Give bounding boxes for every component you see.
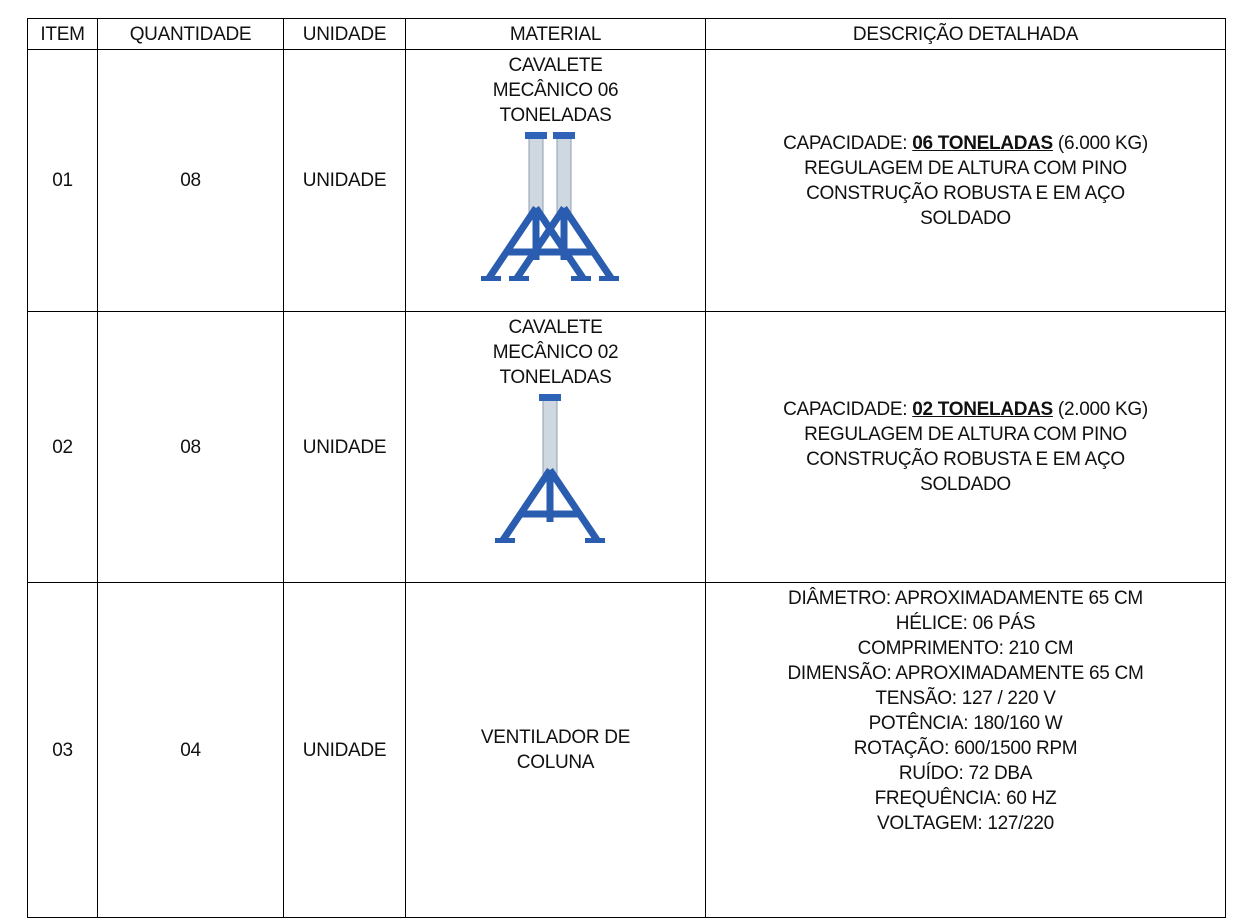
description: CAPACIDADE: 06 TONELADAS (6.000 KG) REGU… (705, 49, 1226, 312)
description: DIÂMETRO: APROXIMADAMENTE 65 CM HÉLICE: … (705, 582, 1226, 918)
material-line: CAVALETE (508, 317, 603, 338)
description-line: ROTAÇÃO: 600/1500 RPM (853, 738, 1078, 759)
capacity-label: CAPACIDADE: (783, 399, 908, 420)
description-line: CONSTRUÇÃO ROBUSTA E EM AÇO (806, 182, 1125, 204)
description-line: FREQUÊNCIA: 60 HZ (874, 788, 1057, 809)
header-row: ITEM QUANTIDADE UNIDADE MATERIAL DESCRIÇ… (27, 18, 1226, 50)
header-cell: DESCRIÇÃO DETALHADA (705, 18, 1226, 50)
row: 02 08 UNIDADE CAVALETE MECÂNICO 02 TONEL… (27, 311, 1226, 583)
description-line: SOLDADO (920, 207, 1011, 229)
unit: UNIDADE (283, 311, 406, 583)
description-line: DIMENSÃO: APROXIMADAMENTE 65 CM (787, 663, 1144, 684)
header-cell: MATERIAL (405, 18, 706, 50)
material: VENTILADOR DE COLUNA (405, 582, 706, 918)
description-line: REGULAGEM DE ALTURA COM PINO (804, 157, 1127, 179)
item: 03 (27, 582, 98, 918)
material-line: TONELADAS (499, 367, 612, 388)
item: 01 (27, 49, 98, 312)
capacity-value: 02 TONELADAS (912, 399, 1053, 420)
header-cell: QUANTIDADE (97, 18, 284, 50)
description-line: REGULAGEM DE ALTURA COM PINO (804, 424, 1127, 445)
items-table: ITEM QUANTIDADE UNIDADE MATERIAL DESCRIÇ… (27, 18, 1226, 918)
description: CAPACIDADE: 02 TONELADAS (2.000 KG) REGU… (705, 311, 1226, 583)
material-line: MECÂNICO 02 (492, 342, 619, 363)
description-line: VOLTAGEM: 127/220 (877, 813, 1054, 834)
row: 01 08 UNIDADE CAVALETE MECÂNICO 06 TONEL… (27, 49, 1226, 312)
material: CAVALETE MECÂNICO 06 TONELADAS (405, 49, 706, 312)
product-image (481, 392, 631, 548)
header-cell: ITEM (27, 18, 98, 50)
capacity-label: CAPACIDADE: (783, 132, 908, 154)
capacity-note: (6.000 KG) (1057, 132, 1148, 154)
capacity-note: (2.000 KG) (1057, 399, 1148, 420)
description-line: POTÊNCIA: 180/160 W (868, 713, 1063, 734)
header-cell: UNIDADE (283, 18, 406, 50)
material-line: TONELADAS (499, 105, 612, 126)
description-line: HÉLICE: 06 PÁS (895, 613, 1036, 634)
material-line: COLUNA (516, 752, 595, 773)
material-line: CAVALETE (508, 55, 603, 76)
unit: UNIDADE (283, 49, 406, 312)
description-line: DIÂMETRO: APROXIMADAMENTE 65 CM (788, 588, 1143, 609)
unit: UNIDADE (283, 582, 406, 918)
material: CAVALETE MECÂNICO 02 TONELADAS (405, 311, 706, 583)
quantity: 08 (97, 311, 284, 583)
description-line: TENSÃO: 127 / 220 V (875, 688, 1056, 709)
description-line: CONSTRUÇÃO ROBUSTA E EM AÇO (806, 449, 1125, 470)
item: 02 (27, 311, 98, 583)
material-line: VENTILADOR DE (480, 727, 631, 748)
product-image (480, 130, 631, 286)
quantity: 08 (97, 49, 284, 312)
capacity-line: CAPACIDADE: 06 TONELADAS (6.000 KG) (710, 131, 1221, 156)
description-line: SOLDADO (920, 474, 1011, 495)
capacity-line: CAPACIDADE: 02 TONELADAS (2.000 KG) (710, 397, 1221, 422)
material-line: MECÂNICO 06 (492, 80, 619, 101)
quantity: 04 (97, 582, 284, 918)
description-line: COMPRIMENTO: 210 CM (857, 638, 1074, 659)
description-line: RUÍDO: 72 DBA (898, 763, 1033, 784)
row: 03 04 UNIDADE VENTILADOR DE COLUNA DIÂME… (27, 582, 1226, 918)
capacity-value: 06 TONELADAS (912, 132, 1053, 154)
